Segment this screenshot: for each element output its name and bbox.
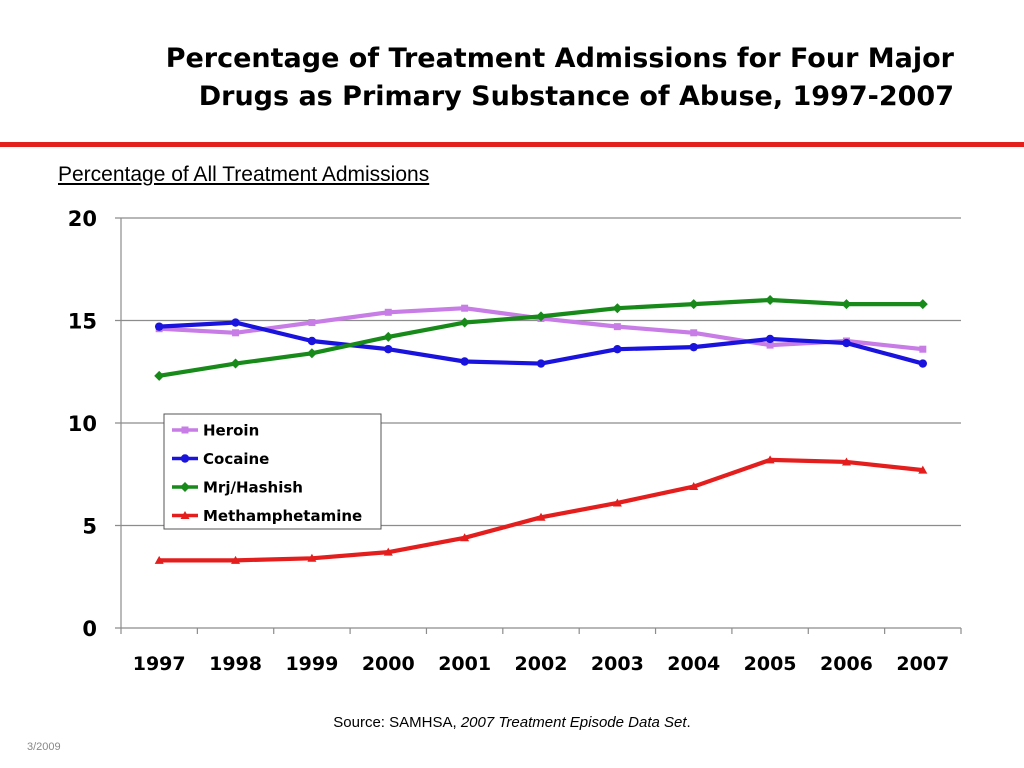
data-point-cocaine [613, 345, 622, 354]
data-point-methamphetamine [918, 465, 928, 474]
y-tick-label: 5 [82, 515, 97, 539]
legend-marker-cocaine [180, 454, 190, 463]
data-point-heroin [461, 304, 469, 312]
data-point-mrj-hashish [154, 370, 165, 381]
x-tick-label: 2007 [896, 653, 949, 675]
legend-label-heroin: Heroin [203, 422, 259, 440]
data-point-mrj-hashish [536, 311, 546, 322]
title-line-1: Percentage of Treatment Admissions for F… [165, 43, 954, 74]
title-line-2: Drugs as Primary Substance of Abuse, 199… [198, 81, 954, 112]
x-tick-label: 1999 [285, 653, 338, 675]
data-point-cocaine [536, 359, 546, 368]
x-tick-label: 2003 [591, 653, 644, 675]
data-point-methamphetamine [460, 533, 470, 542]
x-tick-label: 2006 [820, 653, 873, 675]
data-point-heroin [690, 329, 698, 337]
y-tick-label: 15 [68, 310, 97, 334]
x-tick-label: 2001 [438, 653, 491, 675]
data-point-mrj-hashish [765, 295, 776, 305]
x-tick-label: 2005 [744, 653, 797, 675]
source-suffix: . [686, 714, 691, 731]
chart-subtitle: Percentage of All Treatment Admissions [58, 163, 430, 186]
slide-date: 3/2009 [27, 741, 61, 753]
data-point-heroin [232, 329, 240, 337]
data-point-mrj-hashish [459, 317, 470, 328]
x-tick-label: 1998 [209, 653, 262, 675]
legend-label-methamphetamine: Methamphetamine [203, 507, 362, 525]
data-point-cocaine [689, 342, 698, 352]
data-point-methamphetamine [689, 482, 699, 491]
data-point-methamphetamine [154, 555, 164, 564]
data-point-heroin [766, 341, 774, 349]
slide-title: Percentage of Treatment Admissions for F… [34, 40, 954, 116]
data-point-methamphetamine [765, 455, 775, 464]
data-point-methamphetamine [536, 512, 546, 521]
data-point-cocaine [918, 359, 928, 368]
data-point-mrj-hashish [383, 331, 394, 342]
x-tick-label: 2004 [667, 653, 720, 675]
source-prefix: Source: SAMHSA, [333, 714, 461, 731]
data-point-methamphetamine [231, 555, 241, 564]
data-point-methamphetamine [612, 498, 622, 507]
legend-label-cocaine: Cocaine [203, 450, 269, 468]
source-dataset: 2007 Treatment Episode Data Set [460, 714, 687, 731]
legend-marker-mrj-hashish [180, 482, 190, 492]
line-chart: 0 5 10 15 20 1997 1998 1999 2000 2001 2002 2003 2004… [68, 207, 962, 675]
data-point-cocaine [460, 357, 469, 366]
legend-marker-heroin [181, 426, 189, 434]
legend-marker-methamphetamine [180, 511, 190, 519]
data-point-mrj-hashish [917, 299, 928, 310]
data-point-heroin [919, 345, 927, 353]
data-point-mrj-hashish [306, 348, 317, 359]
title-divider [0, 142, 1024, 147]
data-point-mrj-hashish [612, 303, 623, 314]
data-point-cocaine [154, 322, 164, 331]
x-tick-label: 2000 [362, 653, 415, 675]
source-note: Source: SAMHSA, 2007 Treatment Episode D… [0, 714, 1024, 731]
legend [163, 413, 382, 530]
data-point-methamphetamine [383, 547, 393, 556]
data-point-cocaine [842, 338, 851, 348]
x-tick-label: 1997 [133, 653, 186, 675]
data-point-cocaine [231, 318, 240, 327]
data-point-mrj-hashish [841, 299, 852, 310]
y-tick-label: 0 [82, 617, 97, 641]
data-point-cocaine [307, 336, 317, 346]
y-tick-label: 10 [68, 412, 97, 436]
data-point-cocaine [384, 345, 393, 354]
data-point-heroin [384, 308, 392, 316]
data-point-mrj-hashish [230, 358, 241, 369]
data-point-methamphetamine [841, 457, 851, 466]
data-point-methamphetamine [307, 553, 317, 562]
data-point-cocaine [765, 334, 775, 344]
data-point-heroin [308, 319, 316, 327]
y-tick-label: 20 [68, 207, 97, 231]
legend-label-mrj-hashish: Mrj/Hashish [203, 479, 303, 497]
data-point-heroin [613, 323, 621, 331]
x-tick-label: 2002 [515, 653, 568, 675]
data-point-mrj-hashish [688, 299, 699, 310]
